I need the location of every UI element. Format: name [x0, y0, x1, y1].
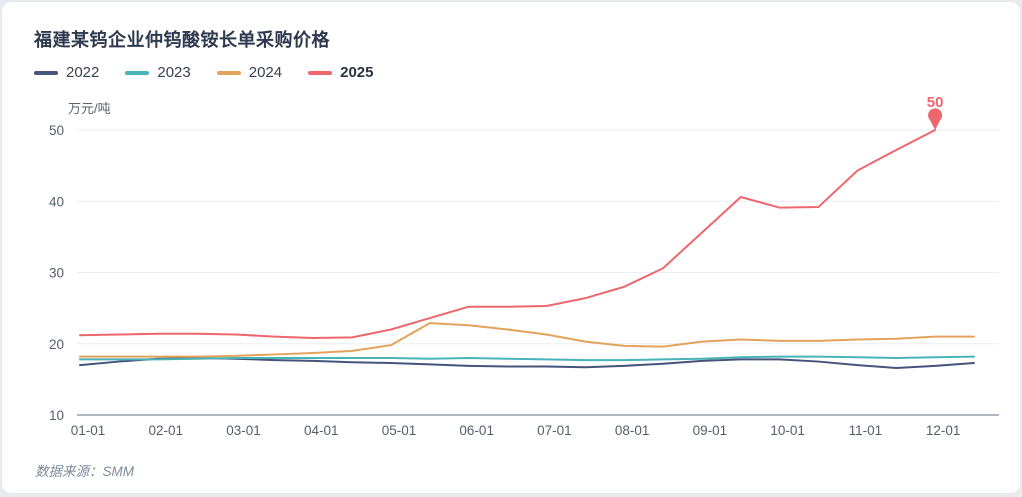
x-axis-label-06-01: 06-01 [459, 423, 494, 438]
x-axis-label-08-01: 08-01 [615, 423, 650, 438]
x-axis-label-11-01: 11-01 [849, 423, 883, 438]
x-axis-label-07-01: 07-01 [537, 423, 572, 438]
x-axis-label-01-01: 01-01 [71, 423, 106, 438]
x-axis-label-05-01: 05-01 [382, 423, 417, 438]
series-line-2024 [80, 323, 974, 356]
endpoint-pin-icon [928, 108, 942, 130]
x-axis-label-02-01: 02-01 [148, 423, 183, 438]
x-axis-label-09-01: 09-01 [693, 423, 728, 438]
y-axis-label-20: 20 [49, 337, 64, 352]
series-line-2025 [80, 130, 935, 338]
y-axis-label-40: 40 [49, 194, 64, 209]
y-axis-label-50: 50 [49, 123, 64, 138]
x-axis-label-12-01: 12-01 [926, 423, 961, 438]
endpoint-value-label: 50 [927, 94, 944, 111]
x-axis-label-04-01: 04-01 [304, 423, 339, 438]
x-axis-label-10-01: 10-01 [770, 423, 805, 438]
x-axis-label-03-01: 03-01 [226, 423, 261, 438]
y-axis-label-30: 30 [49, 266, 64, 281]
y-axis-label-10: 10 [49, 408, 64, 423]
data-source: 数据来源：SMM [35, 460, 134, 480]
